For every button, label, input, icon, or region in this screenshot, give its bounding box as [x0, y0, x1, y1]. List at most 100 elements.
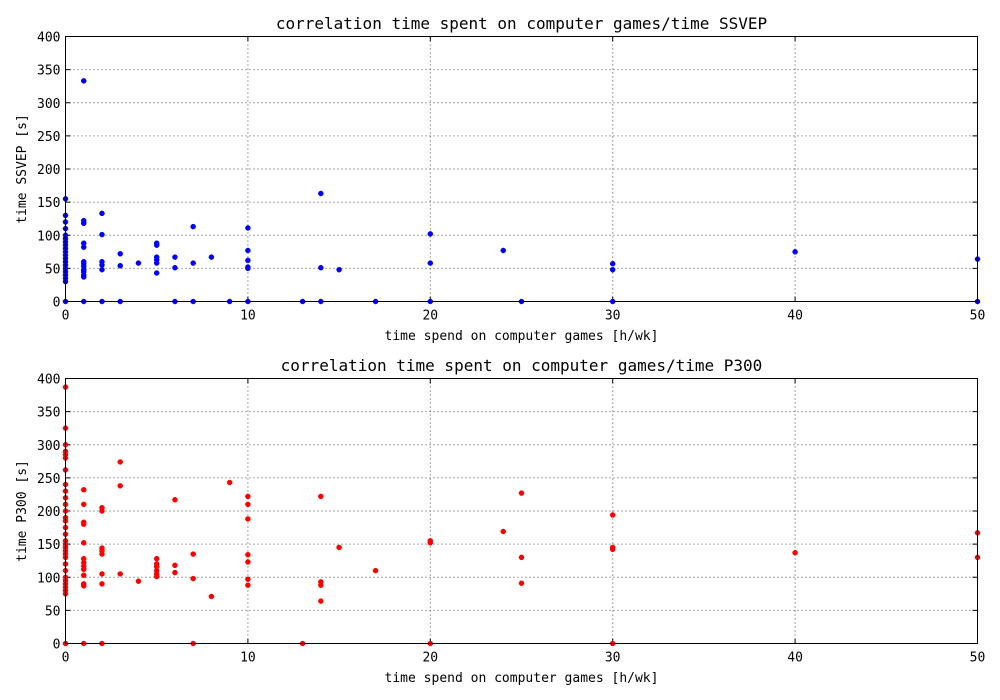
- y-axis-label: time P300 [s]: [15, 460, 30, 562]
- y-tick-label: 350: [37, 64, 60, 79]
- data-point: [208, 254, 215, 260]
- ticks: 0 10 20 30 40 50 0 50 100 150 200 250 300 350 400: [37, 31, 985, 324]
- data-point: [190, 260, 196, 266]
- chart-title: correlation time spent on computer games…: [281, 356, 763, 375]
- data-point: [153, 573, 160, 580]
- y-tick-label: 100: [37, 229, 60, 244]
- data-point: [792, 549, 798, 556]
- data-point: [99, 266, 105, 273]
- data-point: [792, 249, 798, 255]
- gridlines: [65, 378, 978, 644]
- plot-frame: [65, 36, 978, 302]
- data-point: [318, 264, 324, 271]
- data-point: [172, 264, 178, 271]
- data-point: [80, 521, 87, 527]
- data-point: [245, 516, 251, 522]
- data-point: [80, 501, 87, 508]
- data-point: [135, 260, 142, 266]
- data-point: [80, 78, 87, 84]
- data-point: [318, 493, 324, 500]
- data-point: [117, 262, 123, 269]
- data-point: [80, 274, 87, 280]
- data-point: [245, 576, 251, 582]
- data-point: [245, 559, 251, 565]
- data-point: [135, 578, 142, 584]
- data-point: [245, 551, 251, 558]
- y-tick-label: 200: [37, 163, 60, 178]
- data-point: [153, 242, 160, 248]
- data-point: [190, 575, 196, 582]
- data-point: [518, 554, 525, 561]
- y-tick-label: 300: [37, 97, 60, 112]
- data-point: [245, 225, 251, 231]
- data-point: [226, 479, 233, 486]
- data-point: [117, 571, 123, 577]
- chart-p300: correlation time spent on computer games…: [15, 356, 985, 686]
- data-point: [245, 582, 251, 588]
- x-tick-label: 50: [970, 651, 986, 666]
- data-point: [518, 490, 525, 496]
- data-point: [80, 220, 87, 227]
- plot-frame: [65, 378, 978, 644]
- y-tick-label: 250: [37, 472, 60, 487]
- chart-title: correlation time spent on computer games…: [276, 14, 767, 33]
- y-tick-label: 200: [37, 505, 60, 520]
- data-point: [609, 260, 616, 267]
- x-tick-label: 30: [605, 651, 621, 666]
- data-point: [80, 487, 87, 493]
- y-tick-label: 400: [37, 373, 60, 388]
- x-tick-label: 0: [62, 651, 70, 666]
- y-tick-label: 400: [37, 31, 60, 46]
- y-tick-label: 50: [45, 604, 61, 619]
- data-point: [99, 210, 105, 217]
- y-tick-label: 100: [37, 571, 60, 586]
- data-point: [245, 257, 251, 264]
- x-tick-label: 20: [422, 651, 438, 666]
- y-tick-label: 0: [53, 638, 61, 653]
- data-point: [609, 266, 616, 273]
- x-tick-label: 10: [240, 651, 256, 666]
- data-point: [208, 593, 215, 600]
- data-point: [336, 266, 342, 273]
- data-point: [245, 501, 251, 508]
- data-point: [318, 598, 324, 604]
- data-point: [80, 583, 87, 589]
- data-point: [245, 265, 251, 272]
- x-tick-label: 40: [787, 651, 803, 666]
- x-tick-label: 20: [422, 309, 438, 324]
- data-points: [62, 384, 981, 647]
- data-point: [609, 512, 616, 518]
- x-tick-label: 30: [605, 309, 621, 324]
- data-point: [318, 190, 324, 197]
- data-point: [99, 571, 105, 577]
- y-tick-label: 350: [37, 406, 60, 421]
- y-tick-label: 50: [45, 262, 61, 277]
- data-point: [427, 231, 434, 237]
- y-tick-label: 0: [53, 296, 61, 311]
- data-point: [80, 566, 87, 573]
- x-tick-label: 50: [970, 309, 986, 324]
- y-tick-label: 150: [37, 538, 60, 553]
- data-point: [500, 247, 507, 254]
- y-tick-label: 150: [37, 196, 60, 211]
- y-axis-label: time SSVEP [s]: [15, 114, 30, 224]
- y-tick-label: 250: [37, 130, 60, 145]
- data-point: [172, 496, 178, 503]
- x-tick-label: 0: [62, 309, 70, 324]
- data-point: [500, 528, 507, 535]
- data-point: [117, 251, 123, 257]
- x-tick-label: 10: [240, 309, 256, 324]
- data-point: [153, 270, 160, 276]
- data-point: [190, 223, 196, 230]
- gridlines: [65, 36, 978, 302]
- chart-ssvep: correlation time spent on computer games…: [15, 14, 985, 344]
- data-point: [245, 247, 251, 254]
- y-tick-label: 300: [37, 439, 60, 454]
- x-axis-label: time spend on computer games [h/wk]: [385, 671, 659, 686]
- data-point: [153, 555, 160, 562]
- data-point: [99, 551, 105, 557]
- data-point: [172, 569, 178, 576]
- data-point: [117, 483, 123, 489]
- data-point: [99, 262, 105, 268]
